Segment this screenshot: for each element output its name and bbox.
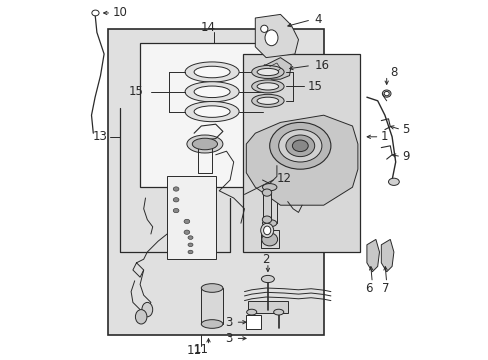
Ellipse shape <box>387 178 399 185</box>
Bar <box>242 54 359 252</box>
Ellipse shape <box>260 25 267 32</box>
Ellipse shape <box>183 230 189 234</box>
Ellipse shape <box>246 309 256 315</box>
Text: 15: 15 <box>307 80 322 93</box>
Ellipse shape <box>285 135 314 157</box>
Polygon shape <box>381 239 393 272</box>
Bar <box>201 288 223 324</box>
Bar <box>140 43 287 187</box>
Text: 5: 5 <box>401 123 409 136</box>
Ellipse shape <box>260 223 273 238</box>
Ellipse shape <box>194 86 230 98</box>
Ellipse shape <box>186 135 223 153</box>
Text: 11: 11 <box>186 345 201 357</box>
Text: 15: 15 <box>128 85 143 98</box>
Bar <box>246 315 260 329</box>
Ellipse shape <box>264 30 277 46</box>
Ellipse shape <box>187 250 193 254</box>
Text: 11: 11 <box>193 343 208 356</box>
Bar <box>247 301 287 313</box>
Ellipse shape <box>257 68 278 76</box>
Polygon shape <box>366 239 379 272</box>
Text: 9: 9 <box>401 150 409 163</box>
Text: 16: 16 <box>314 59 329 72</box>
Bar <box>262 193 271 220</box>
Bar <box>107 29 323 335</box>
Polygon shape <box>262 58 291 79</box>
Ellipse shape <box>263 226 270 235</box>
Ellipse shape <box>273 309 283 315</box>
Ellipse shape <box>251 80 284 93</box>
Ellipse shape <box>183 219 189 224</box>
Text: 6: 6 <box>364 282 372 294</box>
Text: 12: 12 <box>276 172 291 185</box>
Ellipse shape <box>173 187 179 191</box>
Ellipse shape <box>262 189 271 196</box>
Ellipse shape <box>201 320 223 328</box>
Text: 13: 13 <box>93 130 108 143</box>
Ellipse shape <box>269 122 330 169</box>
Text: 3: 3 <box>225 316 232 329</box>
Ellipse shape <box>262 184 276 191</box>
Ellipse shape <box>194 106 230 117</box>
Ellipse shape <box>251 94 284 107</box>
Text: 10: 10 <box>113 6 128 19</box>
Ellipse shape <box>201 284 223 292</box>
Text: 4: 4 <box>314 13 322 26</box>
Ellipse shape <box>92 10 99 16</box>
Polygon shape <box>246 115 357 205</box>
Ellipse shape <box>261 233 277 246</box>
Ellipse shape <box>382 90 390 97</box>
Ellipse shape <box>292 140 307 152</box>
Ellipse shape <box>257 83 278 90</box>
Ellipse shape <box>142 302 152 317</box>
Text: 1: 1 <box>380 130 387 143</box>
Ellipse shape <box>384 91 388 96</box>
Ellipse shape <box>173 198 179 202</box>
Ellipse shape <box>185 62 239 82</box>
Text: 14: 14 <box>201 21 216 33</box>
Ellipse shape <box>278 130 321 162</box>
Bar <box>260 230 278 248</box>
Ellipse shape <box>173 208 179 213</box>
Text: 7: 7 <box>381 282 388 294</box>
Ellipse shape <box>251 66 284 78</box>
Ellipse shape <box>262 220 276 227</box>
Bar <box>167 176 215 259</box>
Text: 3: 3 <box>225 332 232 345</box>
Ellipse shape <box>185 102 239 122</box>
Polygon shape <box>255 14 298 58</box>
Ellipse shape <box>192 138 217 150</box>
Text: 8: 8 <box>389 66 397 78</box>
Ellipse shape <box>185 82 239 102</box>
Ellipse shape <box>194 66 230 78</box>
Ellipse shape <box>187 236 193 239</box>
Ellipse shape <box>135 310 146 324</box>
Ellipse shape <box>187 243 193 247</box>
Text: 2: 2 <box>261 253 268 266</box>
Ellipse shape <box>262 216 271 223</box>
Ellipse shape <box>257 97 278 104</box>
Ellipse shape <box>261 275 274 283</box>
Bar <box>262 187 276 223</box>
